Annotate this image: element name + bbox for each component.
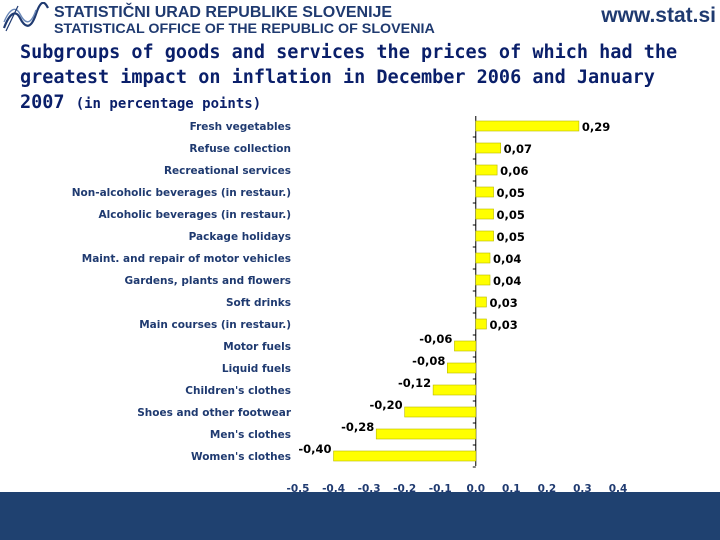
value-label: -0,08 — [412, 354, 445, 368]
bar — [404, 406, 477, 418]
value-label: 0,29 — [582, 120, 610, 134]
category-label: Alcoholic beverages (in restaur.) — [99, 209, 291, 221]
value-label: 0,03 — [489, 296, 517, 310]
category-label: Maint. and repair of motor vehicles — [82, 253, 291, 265]
x-tick-label: 0,4 — [609, 483, 628, 492]
chart-title-main: Subgroups of goods and services the pric… — [20, 42, 678, 113]
category-label: Package holidays — [189, 231, 291, 243]
category-label: Main courses (in restaur.) — [139, 319, 291, 331]
category-label: Gardens, plants and flowers — [125, 275, 291, 287]
bar — [475, 186, 494, 198]
category-label: Men's clothes — [210, 429, 291, 441]
bar — [475, 252, 491, 264]
value-label: -0,20 — [370, 398, 403, 412]
value-label: 0,03 — [489, 318, 517, 332]
category-label: Children's clothes — [185, 385, 291, 397]
footer-bar — [0, 492, 720, 540]
x-tick-label: 0,1 — [502, 483, 521, 492]
x-tick-label: 0,0 — [466, 483, 485, 492]
x-tick-label: 0,2 — [538, 483, 557, 492]
bar — [333, 450, 477, 462]
bar — [432, 384, 477, 396]
value-label: 0,05 — [497, 230, 525, 244]
value-label: -0,12 — [398, 376, 431, 390]
x-tick-label: -0,3 — [358, 483, 381, 492]
value-label: 0,06 — [500, 164, 528, 178]
bar — [475, 318, 487, 330]
bar — [475, 274, 491, 286]
category-label: Refuse collection — [189, 143, 291, 155]
x-tick-label: -0,5 — [287, 483, 310, 492]
bar — [447, 362, 477, 374]
value-label: -0,40 — [298, 442, 331, 456]
bar — [475, 230, 494, 242]
category-label: Recreational services — [164, 165, 291, 177]
bar — [475, 142, 501, 154]
wave-logo-icon — [2, 2, 49, 32]
chart-title-sub: (in percentage points) — [75, 96, 262, 112]
org-name-english: STATISTICAL OFFICE OF THE REPUBLIC OF SL… — [54, 20, 435, 36]
category-label: Shoes and other footwear — [137, 407, 292, 419]
value-label: -0,28 — [341, 420, 374, 434]
category-label: Liquid fuels — [222, 363, 291, 375]
website-link[interactable]: www.stat.si — [601, 4, 716, 27]
bar — [475, 120, 580, 132]
category-label: Soft drinks — [226, 297, 291, 309]
chart-title: Subgroups of goods and services the pric… — [20, 40, 710, 117]
value-label: 0,04 — [493, 252, 521, 266]
bar — [475, 208, 494, 220]
value-label: -0,06 — [419, 332, 452, 346]
x-tick-label: 0,3 — [573, 483, 592, 492]
value-label: 0,04 — [493, 274, 521, 288]
category-label: Motor fuels — [223, 341, 291, 353]
bar — [375, 428, 477, 440]
bar — [454, 340, 477, 352]
org-name-slovenian: STATISTIČNI URAD REPUBLIKE SLOVENIJE — [54, 4, 393, 21]
x-tick-label: -0,2 — [393, 483, 416, 492]
value-label: 0,05 — [497, 208, 525, 222]
value-label: 0,05 — [497, 186, 525, 200]
header: STATISTIČNI URAD REPUBLIKE SLOVENIJE STA… — [0, 0, 720, 40]
bar — [475, 296, 487, 308]
category-label: Fresh vegetables — [190, 121, 291, 133]
bar-chart: Fresh vegetables 0,29 Refuse collection 0,0… — [72, 116, 628, 492]
x-tick-label: -0,1 — [429, 483, 452, 492]
value-label: 0,07 — [504, 142, 532, 156]
bar — [475, 164, 498, 176]
category-label: Women's clothes — [191, 451, 291, 463]
x-tick-label: -0,4 — [322, 483, 345, 492]
category-label: Non-alcoholic beverages (in restaur.) — [72, 187, 291, 199]
